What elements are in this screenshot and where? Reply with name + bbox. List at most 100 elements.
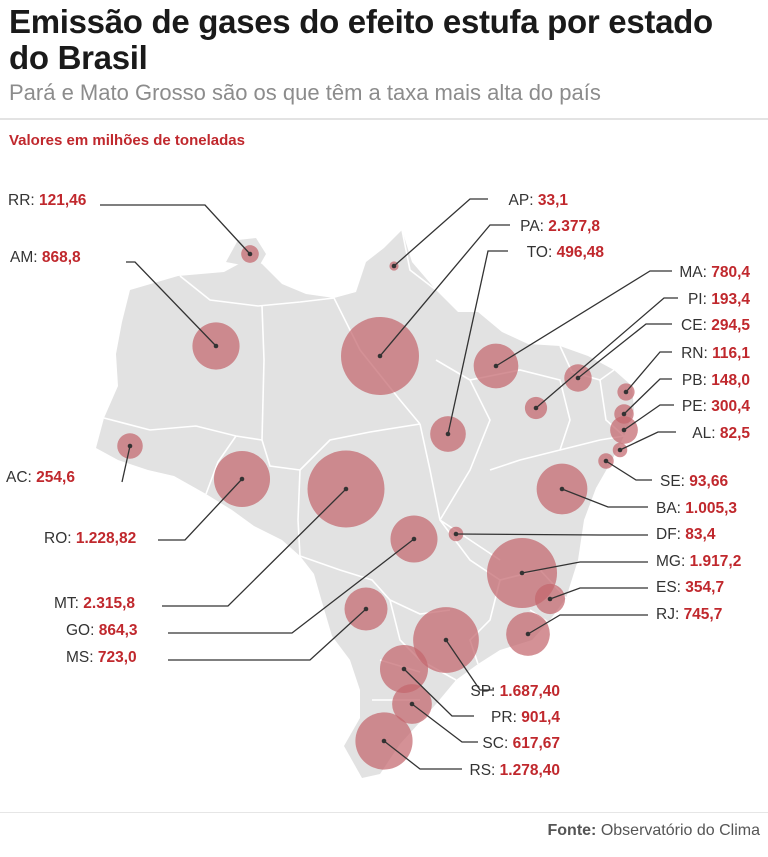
subtitle: Pará e Mato Grosso são os que têm a taxa…: [9, 80, 601, 105]
state-code-rs: RS:: [470, 762, 500, 779]
state-value-rn: 116,1: [712, 345, 750, 362]
leader-ba: [561, 488, 648, 508]
state-code-df: DF:: [656, 526, 685, 543]
source-name: Observatório do Clima: [600, 822, 760, 839]
leader-ap: [393, 198, 488, 267]
leader-ma: [495, 270, 672, 367]
leader-ac: [121, 445, 131, 483]
footer-divider: [0, 812, 768, 813]
dot-to: [445, 431, 451, 437]
leader-pb: [623, 378, 672, 415]
dot-rn: [623, 389, 629, 395]
state-value-ms: 723,0: [98, 649, 137, 666]
dot-ro: [239, 476, 245, 482]
dot-go: [411, 536, 417, 542]
label-mt: MT: 2.315,8: [54, 595, 135, 612]
leader-es: [549, 587, 648, 600]
state-code-sc: SC:: [482, 735, 512, 752]
state-code-ba: BA:: [656, 500, 685, 517]
state-code-mg: MG:: [656, 553, 690, 570]
leader-lines: [100, 198, 678, 770]
label-rj: RJ: 745,7: [656, 606, 722, 623]
label-ma: MA: 780,4: [679, 264, 750, 281]
dot-pe: [621, 427, 627, 433]
state-value-pb: 148,0: [711, 372, 750, 389]
dot-rj: [525, 631, 531, 637]
state-value-ac: 254,6: [36, 469, 75, 486]
leader-rn: [625, 351, 672, 393]
leader-sp: [445, 639, 494, 691]
state-code-pb: PB:: [682, 372, 711, 389]
leader-ro: [158, 478, 243, 541]
unit-note: Valores em milhões de toneladas: [9, 132, 245, 149]
label-al: AL: 82,5: [692, 425, 750, 442]
state-value-am: 868,8: [42, 249, 81, 266]
state-value-rs: 1.278,40: [500, 762, 560, 779]
state-value-sp: 1.687,40: [500, 683, 560, 700]
leader-se: [605, 460, 652, 481]
leader-rs: [383, 740, 462, 770]
leader-mg: [521, 561, 648, 574]
dot-am: [213, 343, 219, 349]
state-value-ap: 33,1: [538, 192, 569, 209]
state-value-go: 864,3: [99, 622, 138, 639]
state-code-rr: RR:: [8, 192, 39, 209]
state-value-rj: 745,7: [684, 606, 723, 623]
state-value-mg: 1.917,2: [690, 553, 742, 570]
dot-ce: [575, 375, 581, 381]
label-se: SE: 93,66: [660, 473, 728, 490]
state-code-to: TO:: [527, 244, 557, 261]
leader-rr: [100, 204, 251, 255]
leader-mt: [162, 488, 347, 607]
dot-ac: [127, 443, 133, 449]
state-value-ce: 294,5: [711, 317, 750, 334]
dot-es: [547, 596, 553, 602]
state-code-pe: PE:: [682, 398, 711, 415]
leader-ms: [168, 608, 367, 661]
state-value-ma: 780,4: [711, 264, 750, 281]
state-code-go: GO:: [66, 622, 99, 639]
state-code-se: SE:: [660, 473, 689, 490]
state-code-ms: MS:: [66, 649, 98, 666]
dot-ms: [363, 606, 369, 612]
leader-rj: [527, 614, 648, 635]
state-code-ro: RO:: [44, 530, 76, 547]
dot-ap: [391, 263, 397, 269]
label-ba: BA: 1.005,3: [656, 500, 737, 517]
state-code-pa: PA:: [520, 218, 548, 235]
label-sc: SC: 617,67: [482, 735, 560, 752]
dot-sp: [443, 637, 449, 643]
state-code-am: AM:: [10, 249, 42, 266]
leader-to: [447, 250, 508, 435]
state-borders: [103, 229, 625, 701]
header-divider: [0, 118, 768, 120]
label-rn: RN: 116,1: [681, 345, 750, 362]
label-ac: AC: 254,6: [6, 469, 75, 486]
state-labels: RR: 121,46 AM: 868,8 AC: 254,6 RO: 1.228,82…: [6, 192, 750, 779]
label-pi: PI: 193,4: [688, 291, 750, 308]
source-credit: Fonte: Observatório do Clima: [548, 822, 761, 840]
dot-rs: [381, 738, 387, 744]
dot-sc: [409, 701, 415, 707]
state-code-ce: CE:: [681, 317, 711, 334]
dot-mt: [343, 486, 349, 492]
page-title: Emissão de gases do efeito estufa por es…: [9, 3, 713, 76]
leader-ce: [577, 323, 672, 379]
state-code-pr: PR:: [491, 709, 521, 726]
label-ms: MS: 723,0: [66, 649, 137, 666]
dot-ba: [559, 486, 565, 492]
label-sp: SP: 1.687,40: [470, 683, 560, 700]
dot-se: [603, 458, 609, 464]
state-value-rr: 121,46: [39, 192, 87, 209]
source-label: Fonte:: [547, 822, 597, 839]
label-go: GO: 864,3: [66, 622, 138, 639]
state-value-ba: 1.005,3: [685, 500, 737, 517]
leader-am: [126, 261, 217, 347]
label-ce: CE: 294,5: [681, 317, 750, 334]
leader-dots: [127, 251, 629, 744]
dot-pb: [621, 411, 627, 417]
state-code-es: ES:: [656, 579, 685, 596]
leader-al: [619, 431, 676, 451]
state-value-df: 83,4: [685, 526, 716, 543]
